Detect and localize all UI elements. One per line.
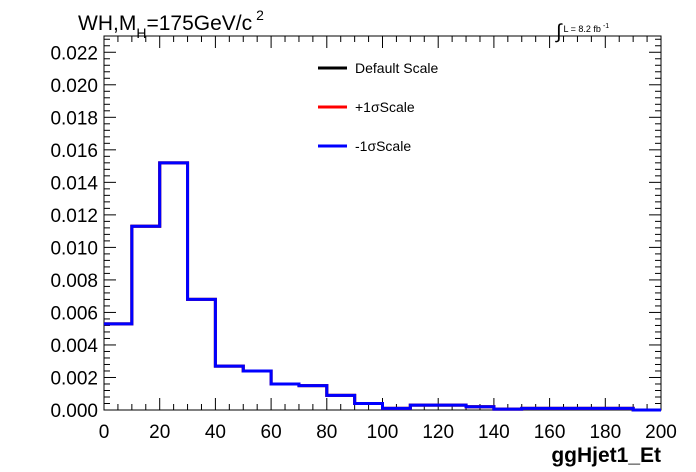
y-tick-label: 0.010 xyxy=(50,238,98,259)
x-axis-title: ggHjet1_Et xyxy=(551,444,661,467)
y-tick-label: 0.016 xyxy=(50,141,98,162)
y-axis-ticks: 0.000 0.002 0.004 0.006 0.008 0.010 0.012 0.014… xyxy=(50,38,661,422)
chart-title: WH,MH=175GeV/c 2 xyxy=(78,7,264,41)
x-axis-ticks: 0 20 40 60 80 100 120 140 160 180 200 xyxy=(99,36,677,443)
series-line-2 xyxy=(104,161,661,412)
x-tick-label: 80 xyxy=(316,422,337,443)
x-tick-label: 160 xyxy=(534,422,566,443)
x-tick-label: 60 xyxy=(261,422,282,443)
luminosity-label: ∫ L = 8.2 fb -1 xyxy=(555,21,609,43)
y-tick-label: 0.006 xyxy=(50,303,98,324)
legend-label-plus-sigma-scale: +1σScale xyxy=(355,99,415,115)
x-tick-label: 20 xyxy=(149,422,170,443)
x-tick-label: 40 xyxy=(205,422,226,443)
y-tick-label: 0.008 xyxy=(50,271,98,292)
y-tick-label: 0.022 xyxy=(50,43,98,64)
legend-label-minus-sigma-scale: -1σScale xyxy=(355,138,411,154)
x-tick-label: 140 xyxy=(478,422,510,443)
x-tick-label: 180 xyxy=(589,422,621,443)
y-tick-label: 0.000 xyxy=(50,401,98,422)
y-tick-label: 0.012 xyxy=(50,206,98,227)
y-tick-label: 0.014 xyxy=(50,173,98,194)
y-tick-label: 0.002 xyxy=(50,368,98,389)
legend: Default Scale +1σScale -1σScale xyxy=(318,60,438,154)
y-tick-label: 0.004 xyxy=(50,336,98,357)
x-tick-label: 100 xyxy=(367,422,399,443)
y-tick-label: 0.018 xyxy=(50,108,98,129)
y-tick-label: 0.020 xyxy=(50,76,98,97)
x-tick-label: 120 xyxy=(422,422,454,443)
legend-label-default-scale: Default Scale xyxy=(355,60,438,76)
x-tick-label: 0 xyxy=(99,422,110,443)
x-tick-label: 200 xyxy=(645,422,677,443)
series-layer xyxy=(104,161,661,412)
